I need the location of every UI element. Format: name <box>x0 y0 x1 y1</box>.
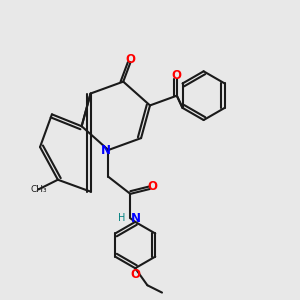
Text: O: O <box>172 69 182 82</box>
Text: CH₃: CH₃ <box>30 185 47 194</box>
Text: O: O <box>130 268 140 281</box>
Text: N: N <box>100 143 110 157</box>
Text: H: H <box>118 213 125 223</box>
Text: O: O <box>148 179 158 193</box>
Text: O: O <box>126 53 136 66</box>
Text: N: N <box>131 212 141 225</box>
